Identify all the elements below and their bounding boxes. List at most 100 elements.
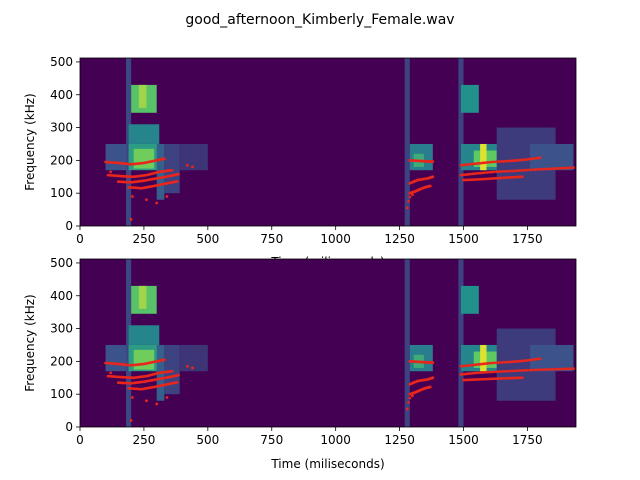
pitch-track-point <box>533 368 537 372</box>
pitch-track-point <box>518 169 522 172</box>
plot-area-bottom <box>80 259 576 427</box>
pitch-track-point <box>515 369 519 373</box>
pitch-track-point <box>520 168 524 172</box>
pitch-track-point <box>546 368 550 371</box>
pitch-track-point <box>175 380 179 384</box>
plot-area-top <box>80 58 576 226</box>
pitch-track-point <box>538 167 542 171</box>
x-tick-label: 1750 <box>512 232 543 246</box>
pitch-track-point <box>499 361 502 364</box>
spectrogram-cell <box>138 84 147 108</box>
y-tick-label: 100 <box>50 387 73 401</box>
panel-top-ylabel: Frequency (kHz) <box>23 93 37 190</box>
pitch-track-point <box>162 157 166 161</box>
pitch-track-point <box>563 367 566 371</box>
pitch-track-point <box>508 169 511 173</box>
pitch-point <box>155 201 159 205</box>
spectrogram-cell <box>480 143 487 171</box>
y-tick-label: 500 <box>50 256 73 270</box>
pitch-track-point <box>431 361 435 365</box>
pitch-track-point <box>497 170 501 174</box>
pitch-track-point <box>538 368 542 372</box>
pitch-track-point <box>526 168 529 172</box>
pitch-track-point <box>500 170 504 173</box>
pitch-track-point <box>563 166 566 170</box>
pitch-track-point <box>520 369 524 372</box>
pitch-track-point <box>503 360 507 364</box>
pitch-track-point <box>486 171 489 174</box>
pitch-track-point <box>505 169 509 173</box>
pitch-point <box>145 399 148 403</box>
pitch-point <box>410 394 414 398</box>
pitch-track-point <box>431 376 435 380</box>
pitch-track-point <box>481 371 485 374</box>
x-tick-label: 1750 <box>512 433 543 447</box>
pitch-track-point <box>551 367 555 371</box>
pitch-track-point <box>520 376 524 380</box>
spectrogram-cell <box>458 259 464 427</box>
pitch-track-point <box>533 168 537 171</box>
pitch-track-point <box>428 385 432 389</box>
pitch-track-point <box>481 171 485 175</box>
pitch-track-point <box>567 367 571 371</box>
spectrogram-cell <box>138 285 147 309</box>
pitch-track-point <box>501 361 505 364</box>
pitch-track-point <box>431 160 435 164</box>
pitch-track-point <box>177 373 180 377</box>
pitch-track-point <box>492 370 496 374</box>
spectrogram-cell <box>460 84 479 113</box>
pitch-track-point <box>501 160 505 163</box>
pitch-track-point <box>488 370 492 374</box>
pitch-point <box>408 396 412 400</box>
pitch-track-point <box>477 171 480 175</box>
x-tick-label: 1250 <box>384 232 415 246</box>
pitch-track-point <box>569 166 573 170</box>
x-tick-label: 1250 <box>384 433 415 447</box>
pitch-track-point <box>175 179 179 183</box>
pitch-track-point <box>492 361 496 365</box>
pitch-track-point <box>496 160 500 164</box>
spectrogram-cell <box>105 344 127 372</box>
spectrogram-cell <box>128 124 160 144</box>
pitch-track-point <box>513 169 517 173</box>
y-tick-label: 400 <box>50 88 73 102</box>
x-tick-label: 1500 <box>448 433 479 447</box>
pitch-track-point <box>486 370 489 374</box>
pitch-track-point <box>541 167 545 171</box>
pitch-track-point <box>520 175 524 179</box>
pitch-track-point <box>531 368 534 372</box>
y-tick-label: 200 <box>50 153 73 167</box>
pitch-track-point <box>479 371 483 375</box>
spectrogram-panel-top: Frequency (kHz) Time (miliseconds) 02505… <box>23 55 577 269</box>
pitch-track-point <box>474 172 478 175</box>
panel-bottom-ylabel: Frequency (kHz) <box>23 294 37 391</box>
y-tick-label: 500 <box>50 55 73 69</box>
x-tick-label: 1000 <box>320 433 351 447</box>
pitch-track-point <box>510 369 514 373</box>
pitch-track-point <box>490 361 494 365</box>
axes-frame <box>79 258 577 428</box>
pitch-track-point <box>565 166 569 170</box>
pitch-track-point <box>508 369 511 373</box>
pitch-track-point <box>488 170 492 174</box>
pitch-track-point <box>556 167 560 170</box>
pitch-point <box>191 165 194 169</box>
pitch-track-point <box>538 357 542 361</box>
pitch-track-point <box>495 370 499 374</box>
pitch-point <box>407 199 410 203</box>
pitch-track-point <box>567 166 571 170</box>
pitch-track-point <box>551 167 555 171</box>
pitch-track-point <box>499 160 502 163</box>
spectrogram-cell <box>404 58 410 226</box>
pitch-track-point <box>500 370 504 373</box>
pitch-track-point <box>477 371 480 375</box>
x-tick-label: 1500 <box>448 232 479 246</box>
pitch-point <box>410 193 414 197</box>
pitch-track-point <box>503 159 507 163</box>
pitch-track-point <box>496 361 500 365</box>
spectrogram-cell <box>179 143 208 171</box>
panel-bottom-xlabel: Time (miliseconds) <box>270 457 384 471</box>
pitch-track-point <box>497 370 501 374</box>
pitch-track-point <box>549 368 552 371</box>
